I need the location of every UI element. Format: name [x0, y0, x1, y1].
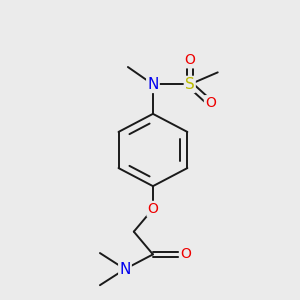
Text: N: N: [147, 77, 159, 92]
Text: O: O: [148, 202, 158, 216]
Text: O: O: [180, 248, 191, 261]
Text: N: N: [119, 262, 131, 277]
Text: O: O: [205, 96, 216, 110]
Text: S: S: [185, 77, 195, 92]
Text: O: O: [184, 53, 195, 67]
